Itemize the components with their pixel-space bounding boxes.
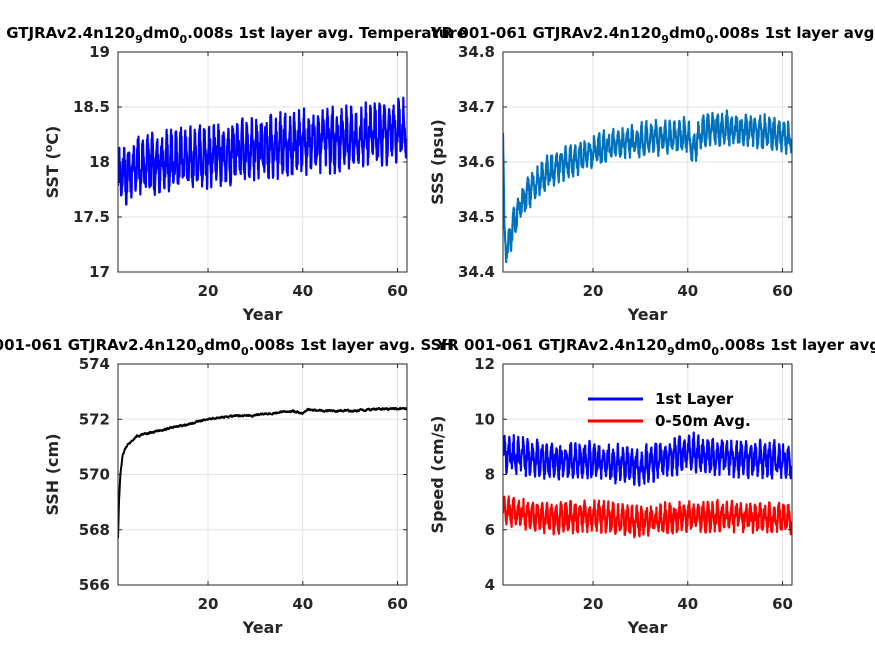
y-tick-label: 34.6 (458, 153, 495, 171)
chart-panel-1: 20 40 60 17 17.5 18 18.5 19 Year SST (oC) 1-061 GT… (0, 24, 467, 324)
y-tick-label: 4 (485, 576, 495, 594)
series-line (118, 406, 407, 539)
y-tick-label: 17 (89, 263, 110, 281)
x-tick-label: 40 (677, 282, 698, 300)
title-part: dm0 (143, 24, 180, 42)
y-tick-label: 34.4 (458, 263, 495, 281)
y-axis-label: SST (oC) (42, 126, 62, 199)
y-tick-label: 6 (485, 521, 495, 539)
chart-title: YR 001-061 GTJRAv2.4n1209dm00.008s 1st l… (435, 336, 875, 358)
x-tick-label: 40 (292, 282, 313, 300)
x-tick-label: 40 (677, 595, 698, 613)
chart-panel-3: 20 40 60 566 568 570 572 574 Year SSH (cm) YR 001-… (0, 336, 454, 637)
data-lines (503, 431, 792, 539)
y-axis-label: SSS (psu) (428, 119, 447, 205)
y-tick-label: 574 (79, 355, 110, 373)
title-part: .008s 1st layer avg. Speed (719, 336, 875, 354)
y-axis-label: SSH (cm) (43, 433, 62, 515)
series-line (503, 109, 792, 264)
x-tick-label: 20 (583, 282, 604, 300)
title-part: 1-061 GTJRAv2.4n120 (0, 24, 135, 42)
y-tick-label: 34.8 (458, 43, 495, 61)
y-tick-label: 17.5 (73, 208, 110, 226)
series-line-1 (503, 431, 792, 487)
title-subscript: 9 (661, 33, 669, 46)
x-tick-label: 20 (198, 595, 219, 613)
x-tick-label: 60 (772, 282, 793, 300)
y-tick-label: 18.5 (73, 98, 110, 116)
chart-panel-2: 20 40 60 34.4 34.5 34.6 34.7 34.8 Year SSS (psu) Y… (428, 24, 875, 324)
title-part: YR 001-061 GTJRAv2.4n120 (435, 336, 667, 354)
y-label-degree: o (42, 144, 55, 152)
x-axis-label: Year (242, 305, 283, 324)
chart-title: YR 001-061 GTJRAv2.4n1209dm00.008s 1st l… (0, 336, 454, 358)
title-subscript: 0 (241, 345, 249, 358)
y-tick-label: 34.7 (458, 98, 495, 116)
y-tick-label: 12 (474, 355, 495, 373)
x-axis-label: Year (627, 618, 668, 637)
y-tick-label: 572 (79, 410, 110, 428)
y-tick-label: 18 (89, 153, 110, 171)
title-part: YR 001-061 GTJRAv2.4n120 (430, 24, 662, 42)
y-label-text: SSH (cm) (43, 433, 62, 515)
y-label-text: Speed (cm/s) (428, 416, 447, 534)
title-part: dm0 (204, 336, 241, 354)
chart-title: 1-061 GTJRAv2.4n1209dm00.008s 1st layer … (0, 24, 467, 46)
series-line (118, 96, 407, 206)
x-axis-label: Year (242, 618, 283, 637)
y-tick-label: 570 (79, 466, 110, 484)
title-part: YR 001-061 GTJRAv2.4n120 (0, 336, 197, 354)
y-tick-label: 10 (474, 410, 495, 428)
title-subscript: 9 (135, 33, 143, 46)
legend-label: 1st Layer (655, 390, 734, 408)
title-part: .008s 1st layer avg. Temperature (187, 24, 467, 42)
title-subscript: 9 (667, 345, 675, 358)
y-tick-label: 19 (89, 43, 110, 61)
x-axis-label: Year (627, 305, 668, 324)
legend-label: 0-50m Avg. (655, 412, 751, 430)
y-tick-label: 566 (79, 576, 110, 594)
y-label-text: SSS (psu) (428, 119, 447, 205)
y-axis-label: Speed (cm/s) (428, 416, 447, 534)
title-part: .008s 1st layer avg. Salinity (713, 24, 875, 42)
title-subscript: 0 (711, 345, 719, 358)
chart-panel-4: 20 40 60 4 6 8 10 12 Year Speed (cm/s) YR 001-061 … (428, 336, 875, 637)
x-tick-label: 60 (772, 595, 793, 613)
title-subscript: 0 (180, 33, 188, 46)
x-tick-label: 20 (198, 282, 219, 300)
x-tick-label: 40 (292, 595, 313, 613)
title-part: dm0 (675, 336, 712, 354)
data-lines (503, 109, 792, 264)
x-tick-label: 60 (387, 595, 408, 613)
y-label-text: SST ( (43, 152, 62, 198)
x-tick-label: 60 (387, 282, 408, 300)
series-line-2 (503, 495, 792, 539)
y-tick-label: 8 (485, 466, 495, 484)
title-subscript: 9 (197, 345, 205, 358)
y-label-unit: C) (43, 126, 62, 145)
chart-title: YR 001-061 GTJRAv2.4n1209dm00.008s 1st l… (430, 24, 875, 46)
title-part: dm0 (669, 24, 706, 42)
y-tick-label: 568 (79, 521, 110, 539)
data-lines (118, 406, 407, 539)
data-lines (118, 96, 407, 206)
y-tick-label: 34.5 (458, 208, 495, 226)
title-subscript: 0 (706, 33, 714, 46)
title-part: .008s 1st layer avg. SSH (249, 336, 454, 354)
legend: 1st Layer 0-50m Avg. (588, 390, 751, 430)
x-tick-label: 20 (583, 595, 604, 613)
